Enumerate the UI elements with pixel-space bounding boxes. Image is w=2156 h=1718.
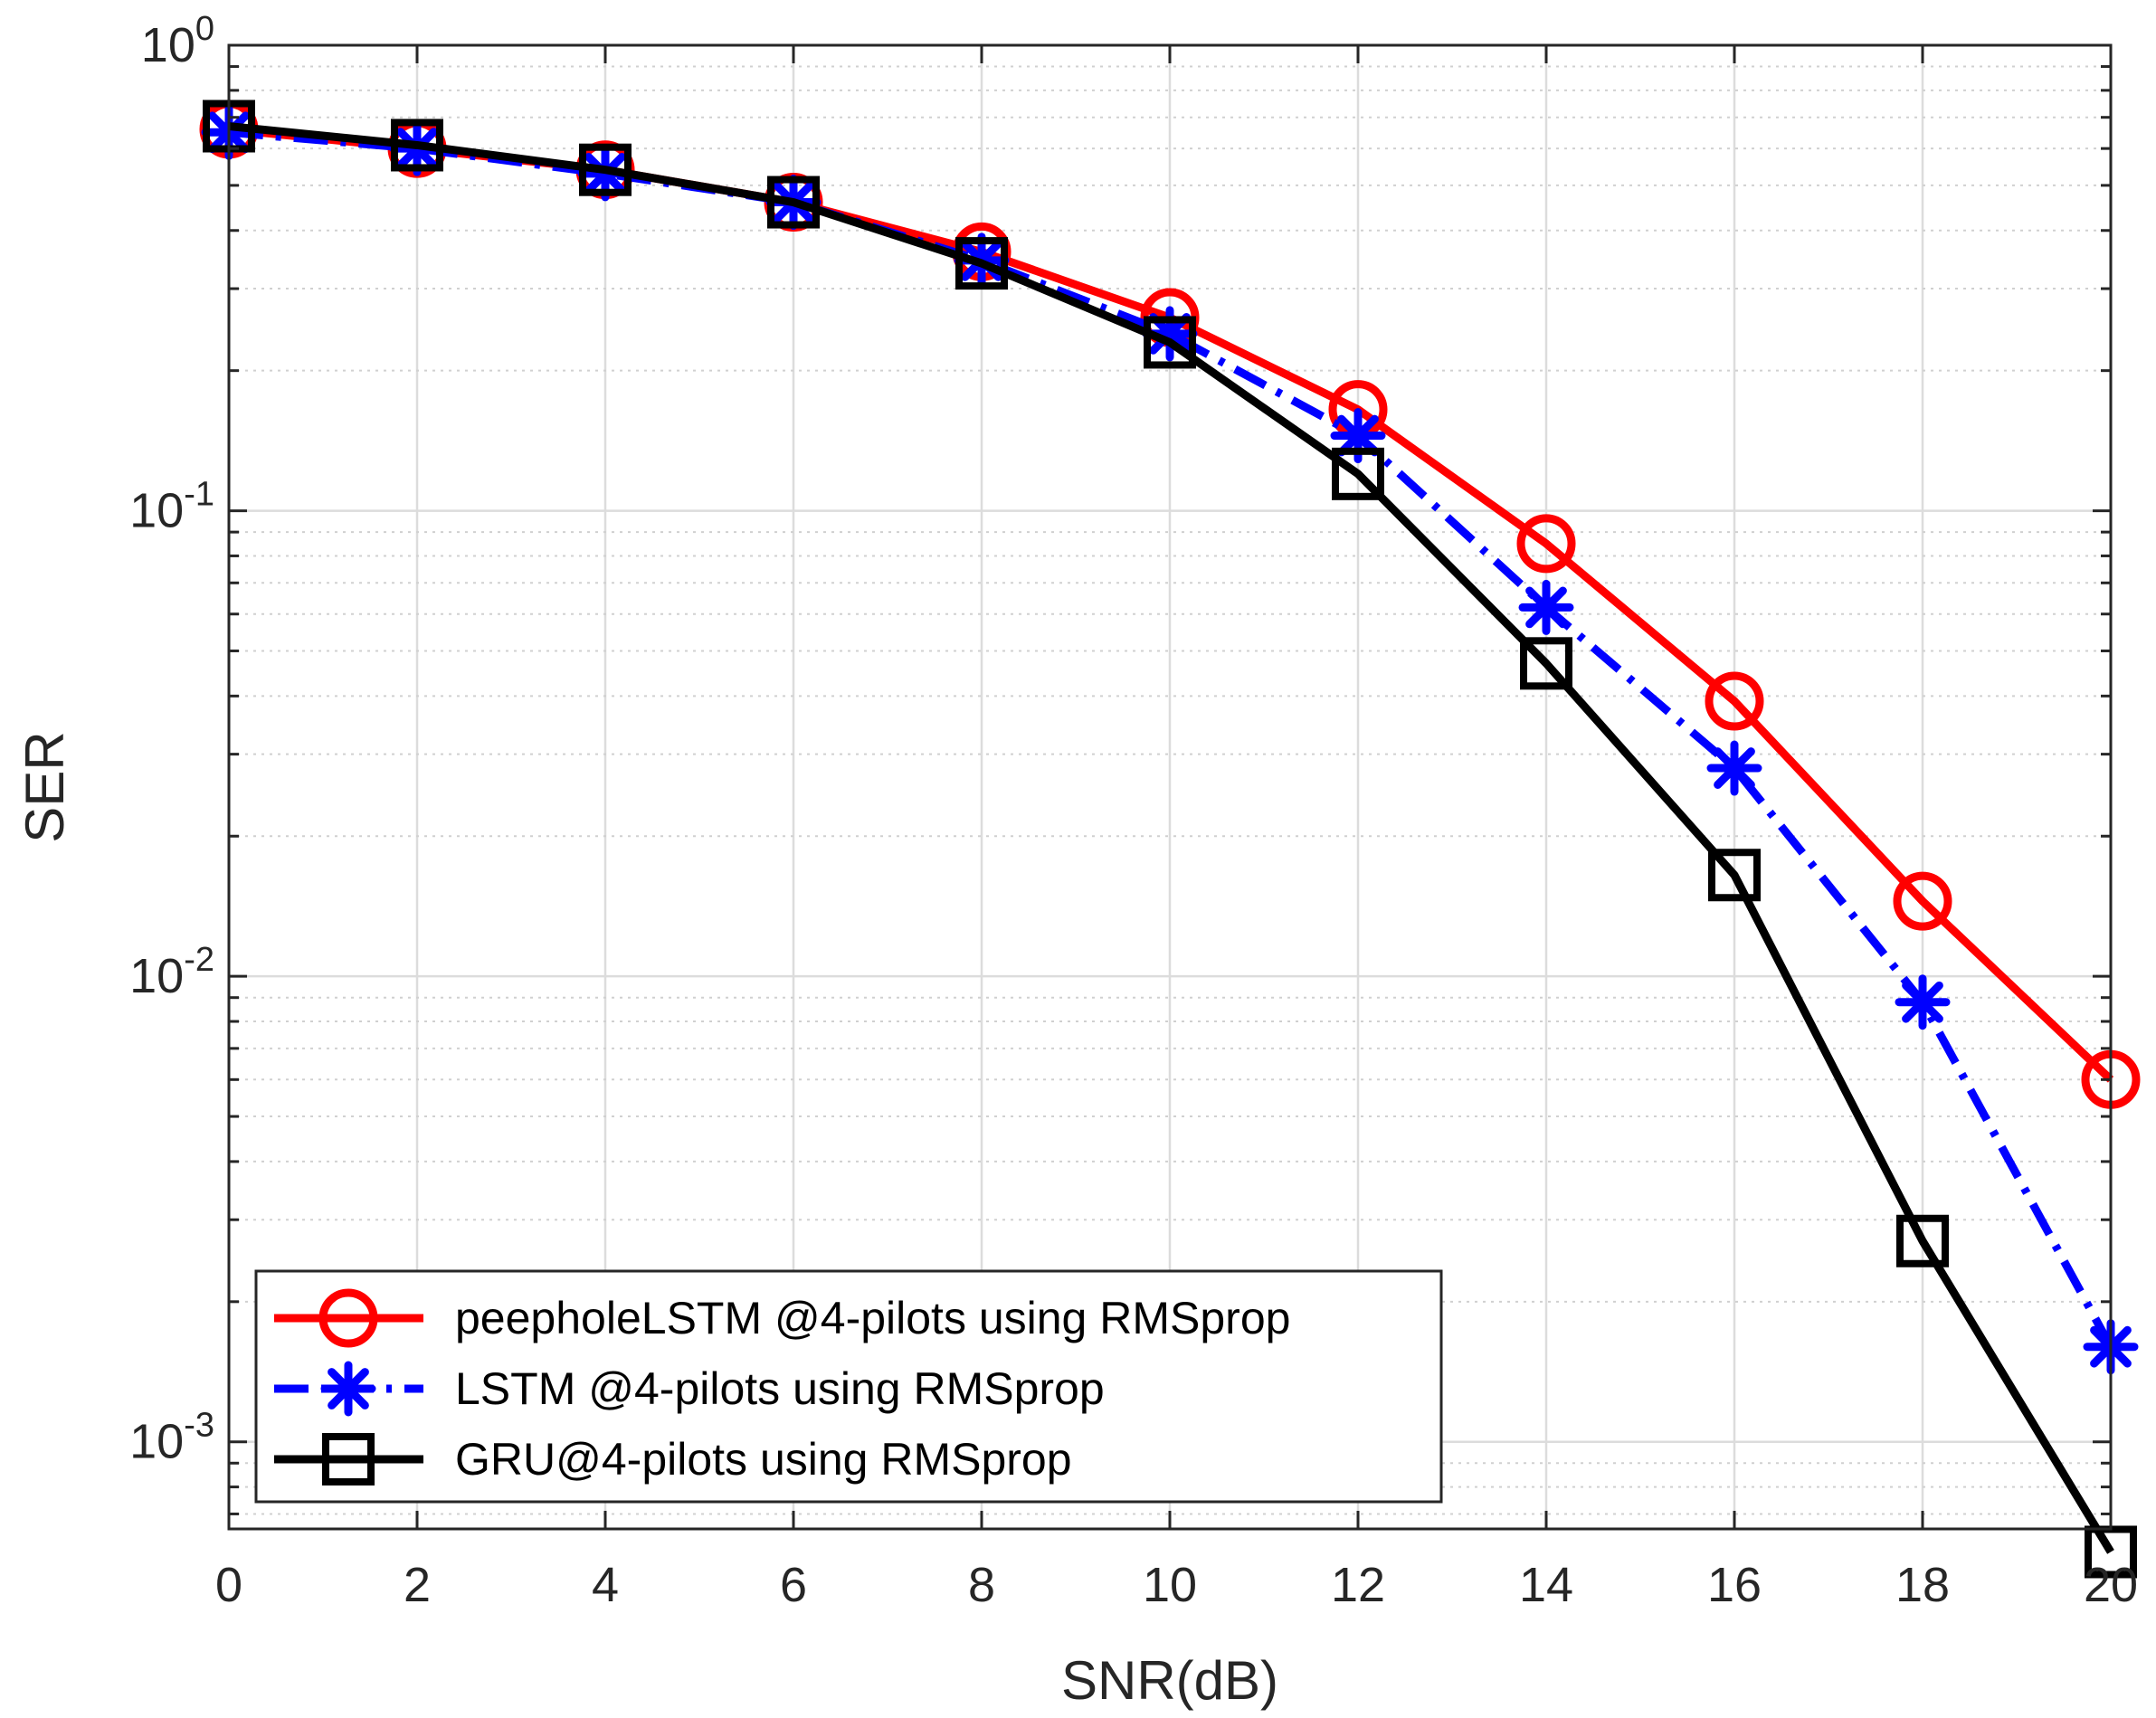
y-tick-label-base: 10 xyxy=(141,18,195,72)
data-point-square-marker xyxy=(767,176,820,229)
legend-box xyxy=(254,1269,1443,1504)
y-tick-label: 10-1 xyxy=(129,476,214,538)
data-point-square-marker xyxy=(1520,637,1572,690)
asterisk-stroke xyxy=(1525,586,1567,629)
data-point-square-marker xyxy=(579,143,632,196)
data-point-circle-marker xyxy=(1516,514,1576,574)
data-point-circle-marker xyxy=(318,1288,378,1348)
y-tick-label-base: 10 xyxy=(129,484,184,538)
legend-label: GRU@4-pilots using RMSprop xyxy=(455,1434,1072,1485)
legend-entry: peepholeLSTM @4-pilots using RMSprop xyxy=(274,1288,1290,1348)
asterisk-stroke xyxy=(1902,981,1943,1023)
data-point-square-marker xyxy=(1144,316,1196,369)
data-point-asterisk-marker xyxy=(1706,740,1762,796)
x-tick-label: 8 xyxy=(968,1558,995,1612)
data-point-square-marker xyxy=(1708,849,1761,902)
series-2 xyxy=(203,100,2137,1579)
y-tick-label-exponent: -1 xyxy=(184,476,214,514)
x-tick-label: 18 xyxy=(1895,1558,1950,1612)
x-tick-label: 0 xyxy=(215,1558,242,1612)
data-point-square-marker xyxy=(391,119,443,172)
data-point-square-marker xyxy=(955,237,1008,290)
legend-label: LSTM @4-pilots using RMSprop xyxy=(455,1363,1105,1414)
data-point-asterisk-marker xyxy=(320,1361,376,1417)
y-axis-label: SER xyxy=(14,731,75,842)
y-tick-label: 10-2 xyxy=(129,941,214,1003)
y-tick-label-exponent: -2 xyxy=(184,941,214,979)
legend: peepholeLSTM @4-pilots using RMSprop LSTM… xyxy=(254,1269,1443,1504)
legend-entry: GRU@4-pilots using RMSprop xyxy=(274,1433,1072,1485)
data-point-circle-marker xyxy=(1893,871,1952,931)
asterisk-stroke xyxy=(328,1368,369,1410)
x-tick-label: 16 xyxy=(1707,1558,1762,1612)
y-tick-label-base: 10 xyxy=(129,1415,184,1469)
asterisk-stroke xyxy=(1714,747,1755,789)
y-tick-label: 10-3 xyxy=(129,1407,214,1469)
data-point-asterisk-marker xyxy=(1895,974,1951,1030)
legend-entry: LSTM @4-pilots using RMSprop xyxy=(274,1361,1105,1417)
x-tick-label: 10 xyxy=(1143,1558,1197,1612)
data-point-circle-marker xyxy=(1705,671,1764,731)
y-tick-label-exponent: -3 xyxy=(184,1407,214,1445)
x-tick-label: 12 xyxy=(1331,1558,1385,1612)
data-point-asterisk-marker xyxy=(1330,408,1386,464)
data-point-asterisk-marker xyxy=(1518,579,1574,635)
legend-label: peepholeLSTM @4-pilots using RMSprop xyxy=(455,1293,1290,1343)
x-tick-label: 6 xyxy=(780,1558,807,1612)
x-axis-label: SNR(dB) xyxy=(1061,1650,1278,1711)
asterisk-stroke xyxy=(1337,414,1379,457)
y-tick-label-base: 10 xyxy=(129,949,184,1003)
series-line xyxy=(228,128,2114,1349)
series-line xyxy=(228,122,2114,1554)
x-tick-label: 2 xyxy=(404,1558,431,1612)
data-point-square-marker xyxy=(322,1433,375,1485)
y-tick-label: 100 xyxy=(141,10,214,72)
y-tick-label-exponent: 0 xyxy=(195,10,214,48)
x-tick-label: 20 xyxy=(2084,1558,2138,1612)
x-tick-label: 4 xyxy=(592,1558,619,1612)
data-point-square-marker xyxy=(1332,447,1384,500)
data-point-square-marker xyxy=(1896,1214,1949,1267)
x-tick-label: 14 xyxy=(1519,1558,1573,1612)
